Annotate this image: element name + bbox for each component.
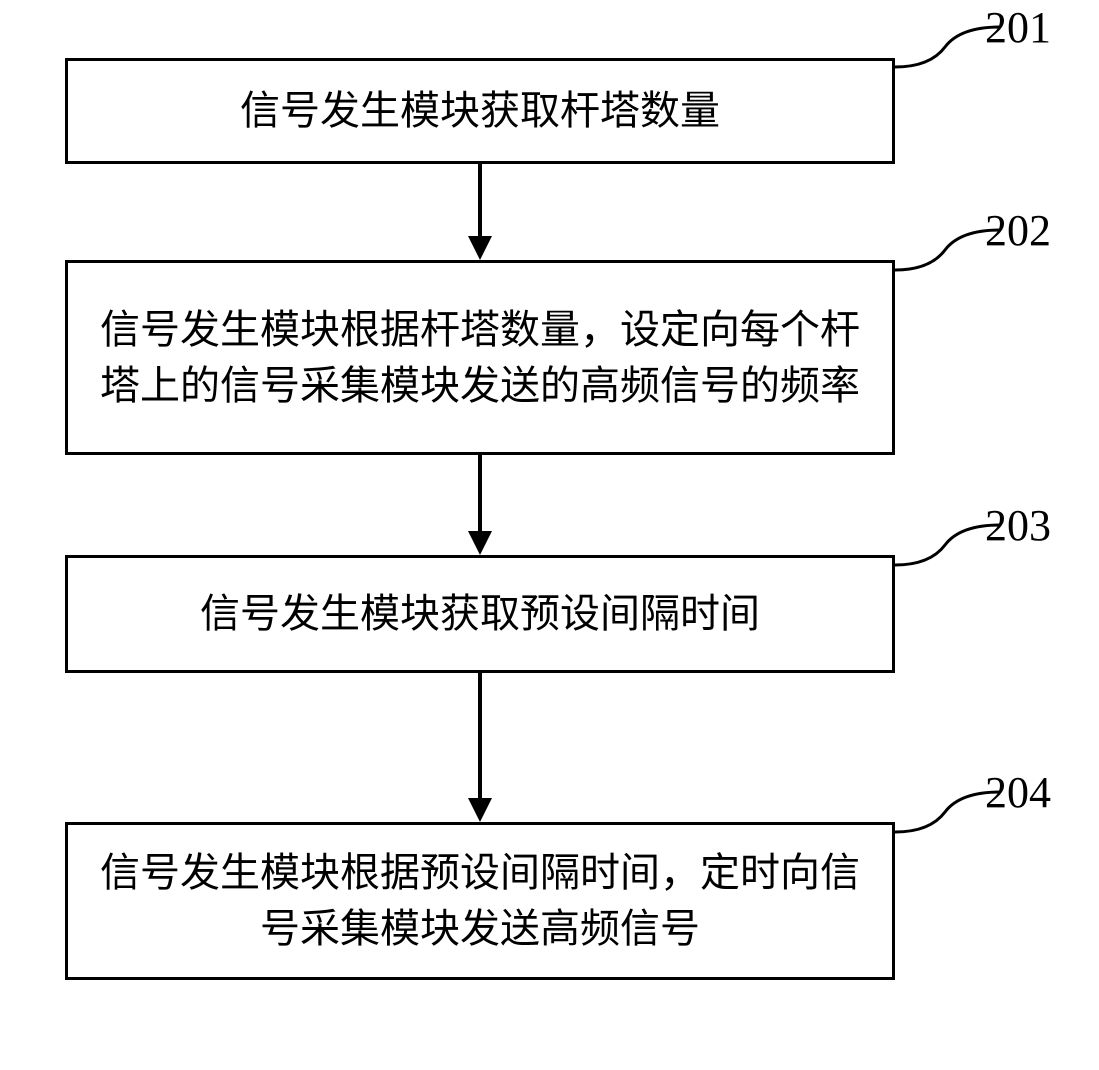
node-label-203: 203 — [985, 500, 1051, 551]
flowchart-node-step3: 信号发生模块获取预设间隔时间 — [65, 555, 895, 673]
node-label-202: 202 — [985, 205, 1051, 256]
node-label-204: 204 — [985, 767, 1051, 818]
node-text: 信号发生模块根据预设间隔时间，定时向信号采集模块发送高频信号 — [98, 845, 862, 957]
arrow-head-2-3 — [468, 531, 492, 555]
flowchart-node-step2: 信号发生模块根据杆塔数量，设定向每个杆塔上的信号采集模块发送的高频信号的频率 — [65, 260, 895, 455]
arrow-3-4 — [478, 673, 482, 800]
flowchart-node-step1: 信号发生模块获取杆塔数量 — [65, 58, 895, 164]
arrow-head-3-4 — [468, 798, 492, 822]
flowchart-container: 信号发生模块获取杆塔数量 201 信号发生模块根据杆塔数量，设定向每个杆塔上的信… — [0, 0, 1099, 1070]
node-text: 信号发生模块获取预设间隔时间 — [200, 586, 760, 642]
arrow-1-2 — [478, 164, 482, 238]
node-label-201: 201 — [985, 2, 1051, 53]
arrow-head-1-2 — [468, 236, 492, 260]
node-text: 信号发生模块获取杆塔数量 — [240, 83, 720, 139]
arrow-2-3 — [478, 455, 482, 533]
node-text: 信号发生模块根据杆塔数量，设定向每个杆塔上的信号采集模块发送的高频信号的频率 — [98, 302, 862, 414]
flowchart-node-step4: 信号发生模块根据预设间隔时间，定时向信号采集模块发送高频信号 — [65, 822, 895, 980]
